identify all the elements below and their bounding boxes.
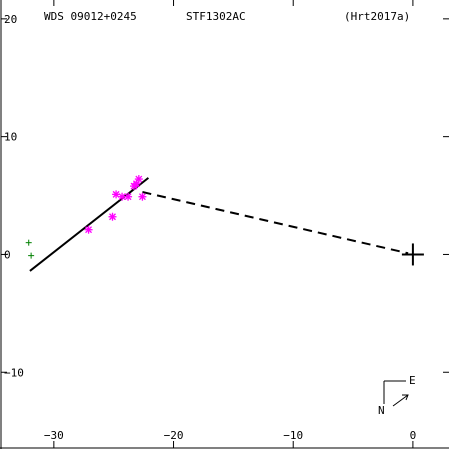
discoverer-designation: STF1302AC (186, 10, 246, 23)
separation-dashed-line (142, 191, 409, 255)
x-tick-label: 0 (410, 429, 417, 442)
motion-arrow-head-icon (402, 394, 409, 401)
measurement-point (84, 225, 93, 234)
compass-north-label: N (378, 404, 385, 417)
measurement-point (124, 192, 133, 201)
y-tick-label: 10 (4, 131, 17, 144)
wds-identifier: WDS 09012+0245 (44, 10, 137, 23)
measurement-point (112, 190, 121, 199)
orbit-reference: (Hrt2017a) (344, 10, 410, 23)
fit-lines (29, 177, 409, 272)
motion-arrow-shaft (392, 394, 409, 407)
x-tick-label: −20 (164, 429, 184, 442)
measurement-point (134, 175, 143, 184)
y-tick-label: −10 (4, 366, 24, 379)
early-measurement-point (25, 239, 32, 246)
measurement-point (108, 212, 117, 221)
y-tick-label: 20 (4, 13, 17, 26)
y-tick-label: 0 (4, 248, 11, 261)
measurement-point (118, 192, 127, 201)
compass-rose: E N (378, 374, 416, 417)
x-tick-label: −30 (44, 429, 64, 442)
measurement-point (138, 192, 147, 201)
primary-star-marker (401, 243, 424, 266)
data-points (25, 175, 147, 259)
compass-east-label: E (409, 374, 416, 387)
early-measurement-point (28, 252, 35, 259)
x-tick-label: −10 (283, 429, 303, 442)
orbit-fit-line (29, 177, 150, 272)
tick-labels: −10 0 10 20 −30 −20 −10 0 (4, 13, 416, 442)
